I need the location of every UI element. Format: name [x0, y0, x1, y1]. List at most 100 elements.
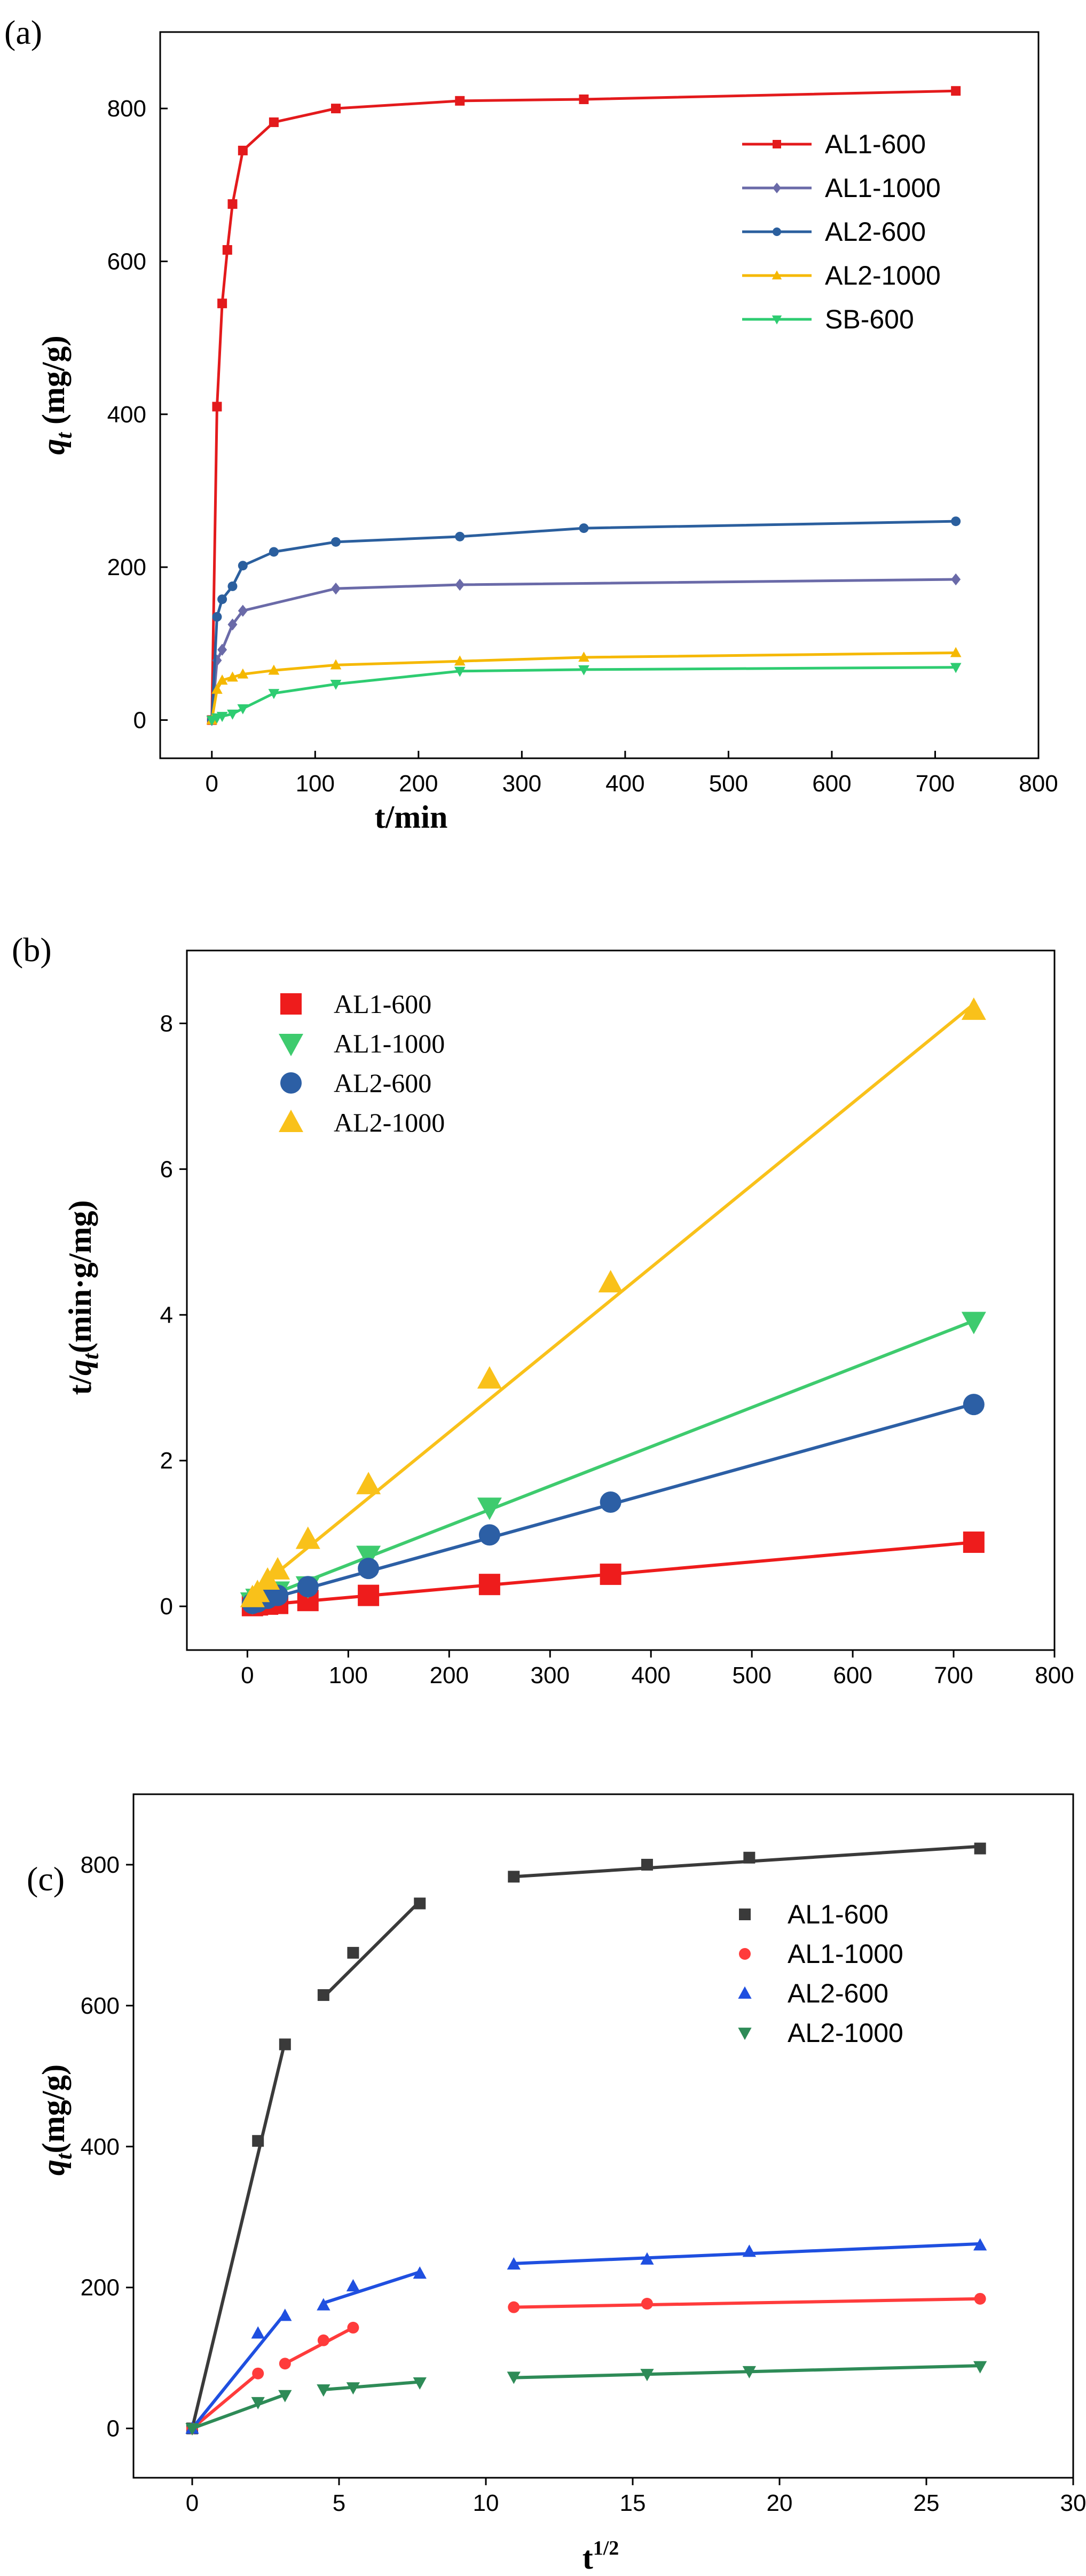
data-point-al2-1000 [742, 2366, 756, 2378]
legend-marker [280, 993, 302, 1015]
legend: AL1-600 AL1-1000 AL2-600 AL2-1000 SB-600 [742, 129, 941, 334]
x-tick-label: 700 [916, 771, 955, 797]
data-point-al2-1000 [413, 2377, 427, 2390]
plot-frame [186, 949, 1056, 1651]
data-point-al1-1000 [961, 1311, 986, 1334]
y-axis-title: t/qt(min·g/mg) [62, 1200, 104, 1395]
data-point-al1-600 [279, 2038, 291, 2051]
legend-marker [738, 2028, 752, 2040]
data-point-al2-1000 [251, 2397, 265, 2410]
legend-marker [739, 1909, 751, 1920]
legend-item-sb-600: SB-600 [742, 304, 914, 334]
legend-marker [773, 227, 781, 236]
legend-label: AL2-600 [334, 1068, 431, 1098]
data-point-al1-600 [252, 2135, 264, 2147]
data-point-al2-600 [227, 581, 238, 591]
legend-label: AL1-600 [825, 129, 926, 159]
data-point-al2-600 [212, 612, 222, 622]
x-tick-label: 30 [1060, 2490, 1086, 2516]
data-point-al1-1000 [252, 2367, 264, 2379]
series-al2-600 [207, 516, 961, 725]
legend-label: AL1-600 [788, 1899, 888, 1929]
data-point-al1-600 [238, 145, 248, 155]
legend-marker [279, 1034, 303, 1056]
data-point-al2-1000 [237, 668, 249, 679]
x-tick-label: 500 [709, 771, 748, 797]
y-tick-label: 2 [160, 1448, 173, 1474]
data-point-al1-600 [269, 117, 279, 127]
data-point-al1-1000 [974, 2292, 986, 2305]
legend-label: AL1-600 [334, 989, 431, 1019]
data-point-al1-600 [641, 1858, 653, 1871]
data-point-al2-600 [478, 1524, 500, 1546]
data-point-al1-600 [317, 1989, 329, 2001]
legend-marker [279, 1110, 303, 1132]
fit-segment-al1-1000-3 [514, 2297, 980, 2309]
data-point-al1-600 [217, 299, 227, 309]
data-point-sb-600 [578, 665, 589, 676]
legend-item-al1-1000: AL1-1000 [742, 173, 941, 203]
x-tick-label: 400 [631, 1662, 670, 1688]
data-point-al2-1000 [640, 2369, 654, 2382]
data-point-sb-600 [330, 680, 342, 690]
y-tick-label: 800 [107, 96, 146, 122]
data-point-al2-600 [358, 1558, 380, 1580]
panel-label: (c) [27, 1860, 65, 1898]
plot-frame [132, 1793, 1074, 2479]
data-point-al1-600 [212, 402, 222, 412]
legend-item-al2-1000: AL2-1000 [742, 261, 941, 290]
legend-label: AL2-1000 [788, 2018, 903, 2048]
y-tick-label: 400 [107, 402, 146, 428]
data-point-al2-1000 [330, 659, 342, 670]
series-al1-1000 [207, 573, 961, 726]
data-point-al2-1000 [317, 2384, 330, 2397]
data-point-al1-1000 [331, 582, 341, 595]
data-point-al1-1000 [951, 573, 961, 586]
fit-segment-al2-600-1 [191, 2312, 287, 2430]
legend-item-al2-600: AL2-600 [742, 217, 926, 247]
data-point-al2-1000 [216, 674, 228, 685]
panel-label: (a) [4, 13, 42, 51]
plot-frame [159, 31, 1040, 759]
data-point-al1-1000 [227, 618, 238, 631]
data-point-al1-1000 [238, 604, 248, 617]
panel-a-kinetics-plot: (a) 0 100 200 300 400 500 600 700 800 0 200 400 600 80… [4, 13, 1058, 835]
data-point-al1-600 [963, 1532, 985, 1553]
fit-segment-al1-1000-1 [191, 2372, 259, 2430]
data-point-al1-1000 [279, 2358, 291, 2370]
legend-item-al2-600: AL2-600 [738, 1978, 888, 2008]
legend: AL1-600 AL1-1000 AL2-600 AL2-1000 [279, 989, 445, 1137]
data-point-al1-600 [347, 1946, 359, 1959]
legend-label: AL1-1000 [788, 1939, 903, 1969]
fit-segment-al2-1000-2 [323, 2380, 420, 2392]
y-tick-label: 400 [81, 2134, 120, 2160]
fit-line-al2-1000 [246, 1002, 975, 1598]
data-point-sb-600 [216, 712, 228, 722]
data-point-al2-600 [973, 2238, 987, 2251]
x-tick-label: 0 [241, 1662, 254, 1688]
legend: AL1-600 AL1-1000 AL2-600 AL2-1000 [738, 1899, 903, 2048]
data-point-al2-1000 [961, 997, 986, 1020]
x-tick-label: 5 [333, 2490, 345, 2516]
data-point-al1-600 [455, 96, 465, 106]
legend-marker [772, 315, 782, 325]
x-tick-label: 400 [605, 771, 644, 797]
legend-item-al1-1000: AL1-1000 [279, 1028, 445, 1058]
y-tick-label: 6 [160, 1156, 173, 1182]
data-point-al2-600 [297, 1576, 319, 1598]
data-point-al2-600 [238, 561, 248, 571]
data-point-al2-600 [346, 2279, 360, 2291]
x-tick-label: 200 [430, 1662, 469, 1688]
data-point-al1-600 [600, 1564, 621, 1585]
series-al2-1000 [185, 2361, 987, 2436]
data-point-al1-600 [331, 104, 341, 114]
panel-c-intraparticle-diffusion-plot: (c) 0 5 10 15 20 25 30 0 200 400 600 800 t1/2 qt(mg/g)… [27, 1793, 1086, 2575]
x-tick-label: 100 [296, 771, 335, 797]
data-point-al2-600 [413, 2266, 427, 2279]
data-point-al1-600 [951, 86, 961, 96]
data-point-al1-600 [579, 94, 589, 104]
y-tick-label: 800 [81, 1852, 120, 1878]
fit-segment-al2-1000-1 [191, 2393, 286, 2430]
data-point-al1-1000 [641, 2298, 653, 2310]
y-tick-label: 0 [160, 1593, 173, 1620]
